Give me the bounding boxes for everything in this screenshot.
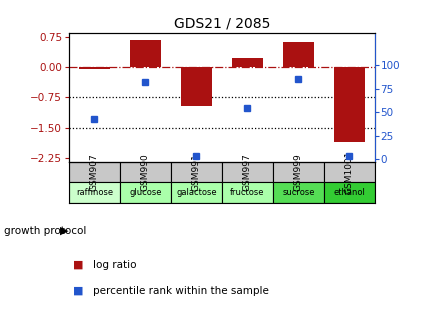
Bar — [69, 162, 120, 182]
Text: GSM999: GSM999 — [293, 153, 302, 191]
Text: GSM907: GSM907 — [90, 153, 99, 191]
Title: GDS21 / 2085: GDS21 / 2085 — [173, 16, 270, 30]
Text: glucose: glucose — [129, 188, 161, 197]
Text: ethanol: ethanol — [333, 188, 365, 197]
Text: growth protocol: growth protocol — [4, 226, 86, 235]
Bar — [333, 67, 364, 142]
Bar — [69, 182, 120, 203]
Text: galactose: galactose — [176, 188, 216, 197]
Bar — [120, 182, 171, 203]
Text: GSM991: GSM991 — [191, 153, 200, 191]
Text: ▶: ▶ — [59, 226, 68, 235]
Bar — [120, 162, 171, 182]
Bar — [232, 58, 262, 67]
Text: percentile rank within the sample: percentile rank within the sample — [92, 286, 268, 296]
Text: sucrose: sucrose — [282, 188, 314, 197]
Text: raffinose: raffinose — [76, 188, 113, 197]
Bar — [221, 182, 272, 203]
Text: fructose: fructose — [230, 188, 264, 197]
Bar — [181, 67, 211, 106]
Text: log ratio: log ratio — [92, 260, 136, 270]
Text: ■: ■ — [73, 260, 83, 270]
Text: ■: ■ — [73, 286, 83, 296]
Bar — [79, 67, 110, 69]
Text: GSM997: GSM997 — [243, 153, 252, 191]
Bar — [130, 40, 160, 67]
Bar — [272, 162, 323, 182]
Bar — [171, 182, 221, 203]
Text: GSM990: GSM990 — [141, 153, 150, 191]
Text: GSM1001: GSM1001 — [344, 151, 353, 194]
Bar — [323, 182, 374, 203]
Bar — [283, 42, 313, 67]
Bar — [221, 162, 272, 182]
Bar — [272, 182, 323, 203]
Bar — [323, 162, 374, 182]
Bar — [171, 162, 221, 182]
